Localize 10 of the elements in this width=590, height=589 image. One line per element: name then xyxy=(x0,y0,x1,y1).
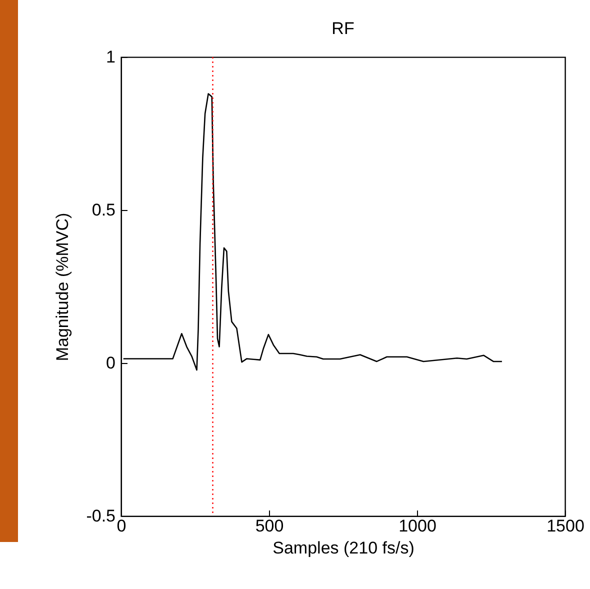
y-axis-title: Magnitude (%MVC) xyxy=(53,212,72,362)
x-tick-label: 1000 xyxy=(398,516,436,536)
y-tick-label: 1 xyxy=(106,48,116,66)
y-tick-label: -0.5 xyxy=(86,506,116,526)
x-tick-label: 1500 xyxy=(546,516,584,536)
x-axis-title: Samples (210 fs/s) xyxy=(272,538,414,558)
chart-title: RF xyxy=(332,19,354,38)
x-tick-label: 500 xyxy=(255,516,284,536)
y-tick-label: 0.5 xyxy=(92,200,116,220)
y-tick-label: 0 xyxy=(106,354,116,372)
